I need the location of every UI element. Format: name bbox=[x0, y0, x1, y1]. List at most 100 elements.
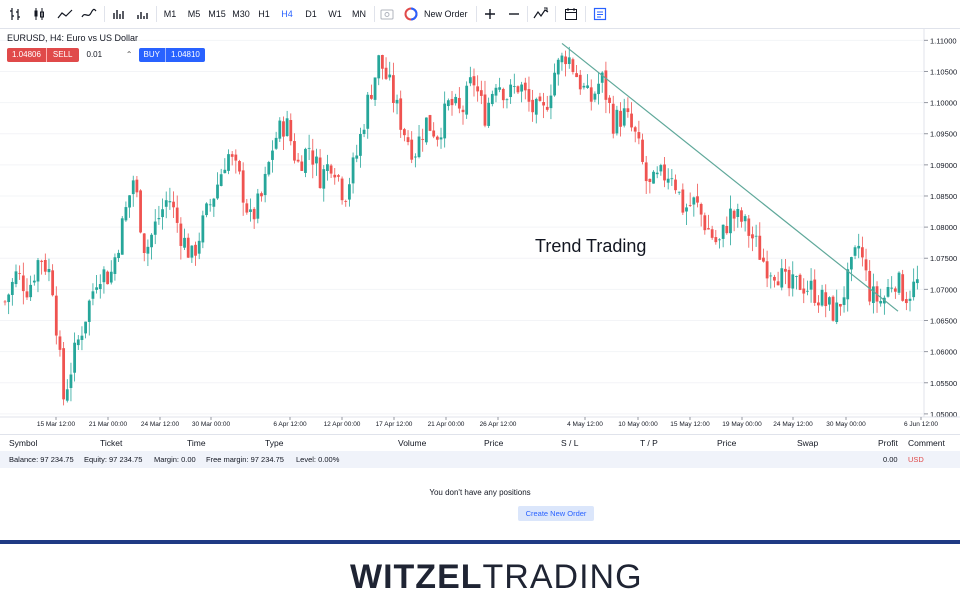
candle bbox=[36, 257, 40, 293]
candle bbox=[465, 81, 469, 119]
timeframe-m5[interactable]: M5 bbox=[187, 9, 201, 19]
candle bbox=[626, 97, 630, 118]
timeframe-w1[interactable]: W1 bbox=[328, 9, 342, 19]
zoom-out-icon[interactable] bbox=[506, 4, 522, 24]
chart-symbol-title: EURUSD, H4: Euro vs US Dollar bbox=[7, 33, 139, 43]
toolbar-separator bbox=[374, 6, 375, 22]
column-swap[interactable]: Swap bbox=[797, 438, 819, 448]
candle bbox=[139, 189, 142, 234]
candle bbox=[556, 57, 560, 86]
candle bbox=[523, 77, 527, 100]
chart-canvas[interactable]: 1.11000 1.10500 1.10000 1.09500 1.09000 1.085… bbox=[0, 29, 960, 434]
candle bbox=[776, 271, 780, 286]
candle bbox=[864, 248, 868, 282]
column-current-price[interactable]: Price bbox=[717, 438, 737, 448]
candle bbox=[439, 127, 443, 149]
candle bbox=[714, 229, 718, 245]
price-chart[interactable]: 1.11000 1.10500 1.10000 1.09500 1.09000 1.085… bbox=[0, 29, 960, 434]
candle bbox=[681, 183, 685, 216]
timeframe-m1[interactable]: M1 bbox=[163, 9, 177, 19]
column-comment[interactable]: Comment bbox=[908, 438, 945, 448]
timeframe-d1[interactable]: D1 bbox=[305, 9, 317, 19]
x-tick-label: 10 May 00:00 bbox=[618, 421, 658, 428]
candle bbox=[699, 202, 703, 227]
candle bbox=[348, 177, 351, 207]
column-price[interactable]: Price bbox=[484, 438, 504, 448]
column-symbol[interactable]: Symbol bbox=[9, 438, 38, 448]
candle bbox=[882, 295, 886, 315]
candle bbox=[256, 188, 260, 224]
candle bbox=[65, 379, 69, 403]
lot-size-input[interactable]: 0.01 ⌃ bbox=[79, 48, 139, 62]
candle bbox=[153, 209, 157, 245]
candle bbox=[560, 52, 564, 71]
x-tick-label: 21 Mar 00:00 bbox=[89, 421, 128, 428]
line-icon[interactable] bbox=[80, 4, 98, 24]
candle bbox=[7, 293, 11, 315]
panel-icon[interactable] bbox=[591, 4, 609, 24]
volume-icon[interactable] bbox=[134, 4, 152, 24]
sell-button[interactable]: SELL bbox=[45, 48, 79, 62]
chevron-up-icon[interactable]: ⌃ bbox=[125, 50, 133, 59]
candle bbox=[388, 61, 392, 81]
candle bbox=[762, 248, 765, 263]
column-volume[interactable]: Volume bbox=[398, 438, 427, 448]
candle bbox=[773, 274, 776, 288]
candle bbox=[520, 81, 524, 103]
candle bbox=[102, 266, 106, 294]
toolbar-separator bbox=[527, 6, 528, 22]
column-time[interactable]: Time bbox=[187, 438, 206, 448]
create-new-order-button[interactable]: Create New Order bbox=[518, 506, 594, 521]
column-type[interactable]: Type bbox=[265, 438, 284, 448]
buy-button[interactable]: BUY bbox=[138, 48, 165, 62]
brand-logo-part2: TRADING bbox=[482, 558, 643, 596]
calendar-icon[interactable] bbox=[562, 4, 580, 24]
candle bbox=[483, 80, 487, 128]
candle bbox=[359, 127, 362, 168]
column-sl[interactable]: S / L bbox=[561, 438, 579, 448]
candle bbox=[908, 290, 912, 312]
candle bbox=[564, 50, 567, 77]
timeframe-h1[interactable]: H1 bbox=[258, 9, 270, 19]
screenshot-icon[interactable] bbox=[378, 4, 396, 24]
candle bbox=[824, 284, 828, 318]
candle bbox=[406, 130, 410, 146]
candle bbox=[413, 153, 417, 168]
zoom-in-icon[interactable] bbox=[482, 4, 498, 24]
candle bbox=[249, 198, 252, 222]
column-tp[interactable]: T / P bbox=[640, 438, 658, 448]
column-ticket[interactable]: Ticket bbox=[100, 438, 123, 448]
candle bbox=[326, 154, 329, 181]
candle bbox=[424, 117, 428, 145]
quick-order-panel: 1.04806 SELL 0.01 ⌃ BUY 1.04810 bbox=[7, 48, 205, 62]
candle bbox=[912, 268, 916, 301]
candle bbox=[366, 91, 370, 139]
candle bbox=[582, 82, 586, 90]
timeframe-mn[interactable]: MN bbox=[352, 9, 366, 19]
volume-bars-icon[interactable] bbox=[110, 4, 128, 24]
indicators-icon[interactable] bbox=[532, 4, 550, 24]
column-profit[interactable]: Profit bbox=[878, 438, 898, 448]
timeframe-m15[interactable]: M15 bbox=[208, 9, 226, 19]
candles-icon[interactable] bbox=[30, 4, 48, 24]
bar-chart-icon[interactable] bbox=[6, 4, 24, 24]
sell-price[interactable]: 1.04806 bbox=[7, 48, 46, 62]
x-tick-label: 6 Jun 12:00 bbox=[904, 421, 938, 428]
area-icon[interactable] bbox=[56, 4, 74, 24]
new-order-button[interactable]: New Order bbox=[404, 4, 474, 24]
candle bbox=[849, 256, 853, 282]
candle bbox=[516, 85, 520, 95]
buy-price[interactable]: 1.04810 bbox=[164, 48, 205, 62]
timeframe-m30[interactable]: M30 bbox=[232, 9, 250, 19]
timeframe-h4[interactable]: H4 bbox=[281, 9, 293, 19]
candle bbox=[395, 94, 399, 115]
candle bbox=[677, 191, 681, 195]
chart-toolbar: M1 M5 M15 M30 H1 H4 D1 W1 MN New Order bbox=[0, 0, 960, 29]
candle bbox=[479, 80, 483, 105]
candle bbox=[54, 286, 58, 345]
no-positions-message: You don't have any positions bbox=[429, 488, 531, 497]
candle bbox=[622, 98, 626, 128]
candle bbox=[765, 250, 769, 288]
y-tick-label: 1.11000 bbox=[930, 36, 957, 45]
candle bbox=[791, 261, 795, 297]
